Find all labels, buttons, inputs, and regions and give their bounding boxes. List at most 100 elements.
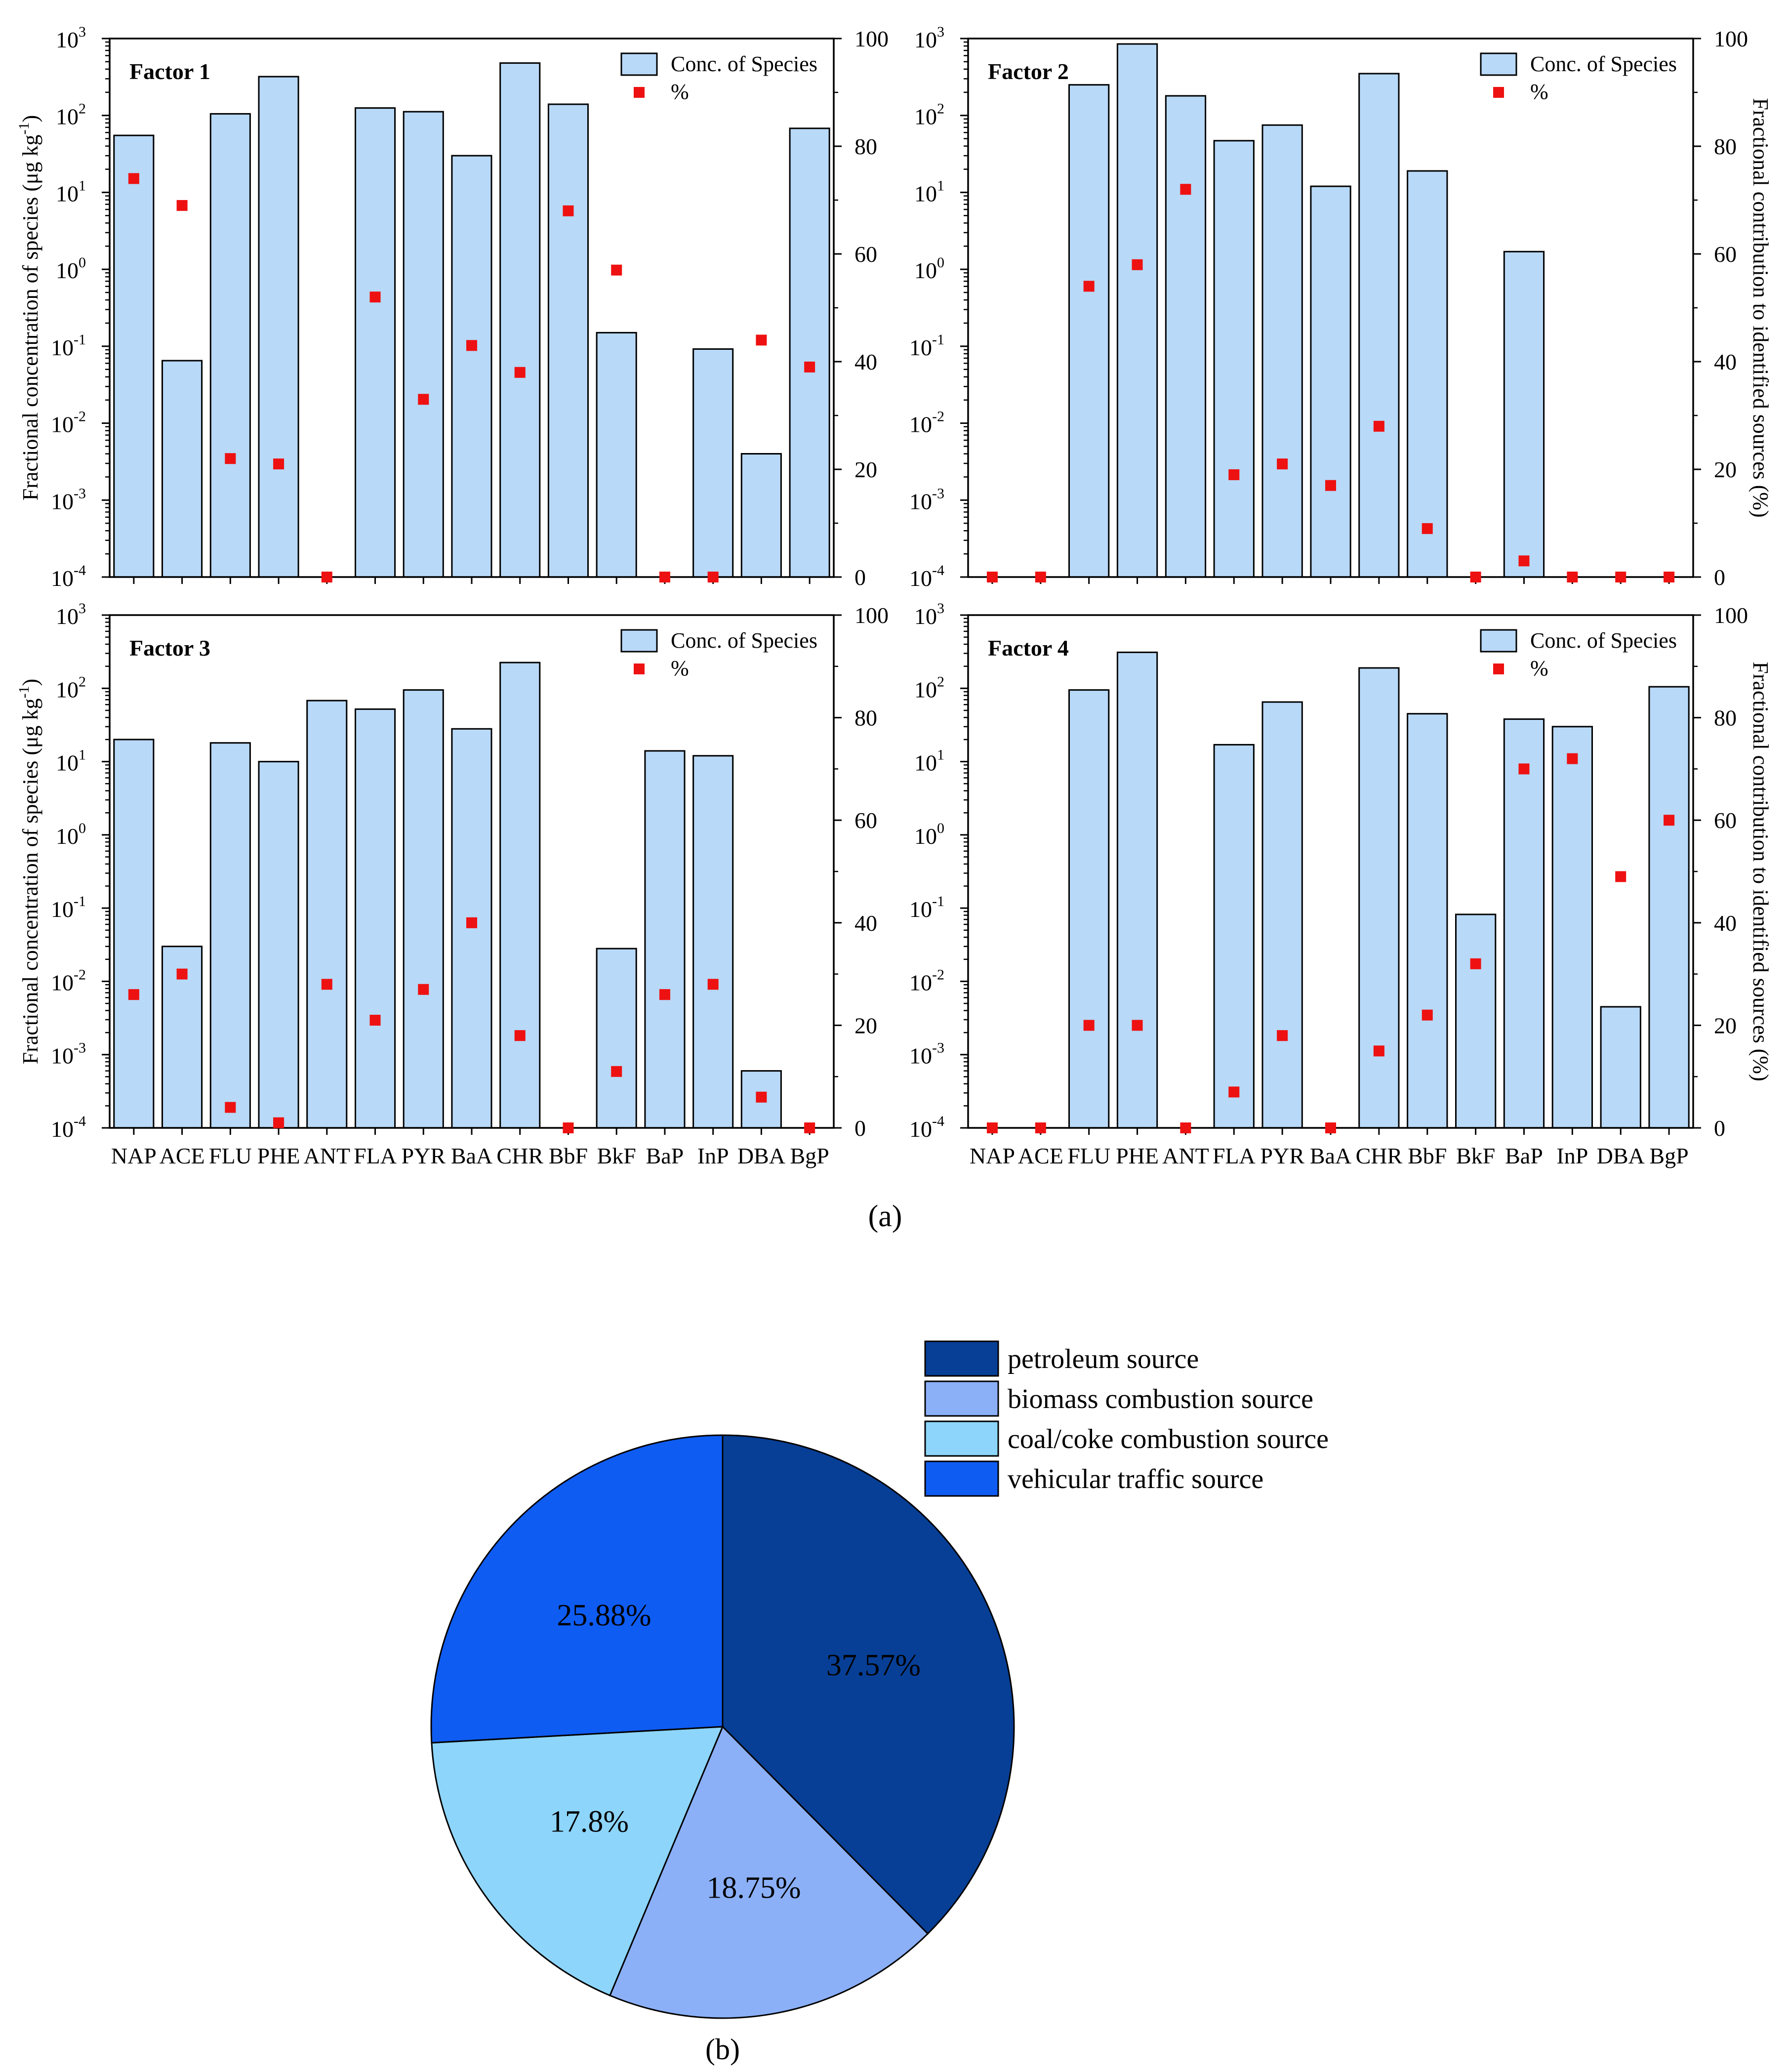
x-tick-label-NAP: NAP	[970, 1143, 1015, 1168]
tick-exponent: 1	[937, 177, 944, 194]
marker-FLU	[225, 1102, 236, 1113]
legend-marker-label: %	[1530, 80, 1548, 104]
marker-DBA	[756, 1091, 767, 1103]
marker-NAP	[986, 1122, 998, 1133]
bar-ANT	[306, 700, 348, 1129]
bar-DBA	[740, 453, 782, 578]
bar-FLA	[1213, 744, 1255, 1129]
left-tick-label: 101	[914, 177, 944, 206]
left-tick-label: 101	[56, 747, 86, 776]
bar-PYR	[1261, 701, 1303, 1129]
left-tick-label: 10-4	[909, 1113, 944, 1142]
marker-InP	[1567, 572, 1578, 582]
left-tick-label: 10-4	[51, 562, 86, 591]
marker-FLA	[1228, 1086, 1240, 1098]
x-tick-label-PHE: PHE	[257, 1143, 300, 1168]
left-tick-label: 100	[56, 820, 86, 849]
right-tick-label: 80	[1714, 705, 1737, 731]
legend-bar-label: Conc. of Species	[1530, 628, 1677, 653]
panel-factor-3: 10-410-310-210-1100101102103020406080100…	[16, 600, 889, 1168]
left-tick-label: 10-3	[909, 485, 944, 514]
bar-BaA	[451, 728, 492, 1129]
panel-factor-2: 10-410-310-210-1100101102103020406080100…	[909, 24, 1773, 591]
right-tick-label: 20	[1714, 457, 1737, 482]
left-axis-title: Fractional concentration of species (μg …	[16, 115, 42, 500]
bar-DBA	[1600, 1006, 1641, 1129]
panel-factor-4: 10-410-310-210-1100101102103020406080100…	[909, 600, 1773, 1168]
pie-label-vehicular: 25.88%	[557, 1599, 651, 1632]
legend-marker-swatch	[634, 87, 645, 98]
tick-exponent: 3	[937, 600, 944, 617]
marker-BbF	[563, 205, 574, 216]
marker-ACE	[1035, 1122, 1046, 1133]
x-tick-label-ACE: ACE	[160, 1143, 205, 1168]
bar-PHE	[258, 76, 299, 578]
x-tick-label-BgP: BgP	[1649, 1143, 1688, 1168]
x-tick-label-PYR: PYR	[402, 1143, 446, 1168]
right-tick-label: 60	[854, 808, 877, 833]
pie-legend-label-biomass: biomass combustion source	[1008, 1384, 1313, 1414]
x-tick-label-DBA: DBA	[1597, 1143, 1645, 1168]
bar-CHR	[1358, 667, 1400, 1129]
tick-exponent: 2	[937, 101, 944, 117]
bar-PYR	[403, 111, 444, 578]
tick-exponent: -4	[932, 1113, 944, 1129]
left-axis-title-close: )	[18, 679, 42, 686]
x-tick-label-CHR: CHR	[1356, 1143, 1403, 1168]
right-tick-label: 40	[1714, 911, 1737, 936]
bar-BgP	[789, 127, 830, 578]
left-tick-label: 102	[914, 101, 944, 129]
x-tick-label-ACE: ACE	[1018, 1143, 1063, 1168]
tick-exponent: 3	[937, 24, 944, 40]
pie-legend-swatch-petroleum	[924, 1340, 999, 1377]
pie-legend: petroleum source biomass combustion sourc…	[924, 1340, 1329, 1497]
left-tick-label: 101	[56, 177, 86, 206]
left-tick-label: 10-3	[909, 1040, 944, 1069]
tick-exponent: 1	[79, 747, 86, 763]
left-tick-label: 10-2	[51, 966, 86, 995]
x-tick-label-FLA: FLA	[1213, 1143, 1256, 1168]
tick-exponent: 0	[937, 254, 944, 271]
legend-bar-swatch	[620, 629, 658, 653]
figure-label-a: (a)	[868, 1200, 902, 1233]
right-tick-label: 80	[1714, 134, 1737, 159]
tick-exponent: 1	[937, 747, 944, 763]
x-tick-label-CHR: CHR	[496, 1143, 543, 1168]
pie-legend-swatch-coal	[924, 1420, 999, 1457]
marker-DBA	[1615, 871, 1626, 882]
x-tick-label-ANT: ANT	[1162, 1143, 1209, 1168]
marker-CHR	[514, 367, 526, 378]
pie-slice-vehicular	[430, 1434, 724, 1744]
bar-InP	[692, 348, 734, 578]
tick-exponent: -4	[932, 562, 944, 579]
bar-BkF	[596, 948, 637, 1129]
pie-slice-biomass	[609, 1725, 929, 2019]
marker-PYR	[1277, 1030, 1288, 1041]
legend-marker-swatch	[1493, 663, 1504, 674]
left-tick-label: 103	[56, 600, 86, 629]
marker-BaA	[466, 340, 477, 351]
left-tick-label: 103	[56, 24, 86, 52]
pie-legend-label-coal: coal/coke combustion source	[1008, 1424, 1329, 1454]
left-tick-label: 10-2	[909, 966, 944, 995]
marker-PHE	[1132, 1020, 1143, 1031]
marker-FLA	[369, 291, 381, 303]
bar-PHE	[1116, 43, 1158, 578]
marker-BkF	[611, 1066, 622, 1077]
tick-exponent: -1	[74, 332, 86, 348]
x-tick-label-BbF: BbF	[549, 1143, 588, 1168]
left-tick-label: 10-1	[909, 332, 944, 360]
marker-InP	[707, 979, 719, 990]
x-tick-label-PHE: PHE	[1116, 1143, 1159, 1168]
left-tick-label: 10-1	[909, 893, 944, 922]
bar-PHE	[258, 761, 299, 1129]
bar-FLU	[1068, 689, 1110, 1129]
marker-BkF	[1470, 572, 1481, 582]
legend-marker-label: %	[1530, 656, 1548, 680]
marker-FLU	[1083, 1020, 1095, 1031]
bar-BbF	[1407, 713, 1448, 1129]
legend-marker-label: %	[671, 656, 689, 680]
left-tick-label: 10-3	[51, 485, 86, 514]
left-tick-label: 100	[56, 254, 86, 283]
marker-BkF	[611, 264, 622, 276]
